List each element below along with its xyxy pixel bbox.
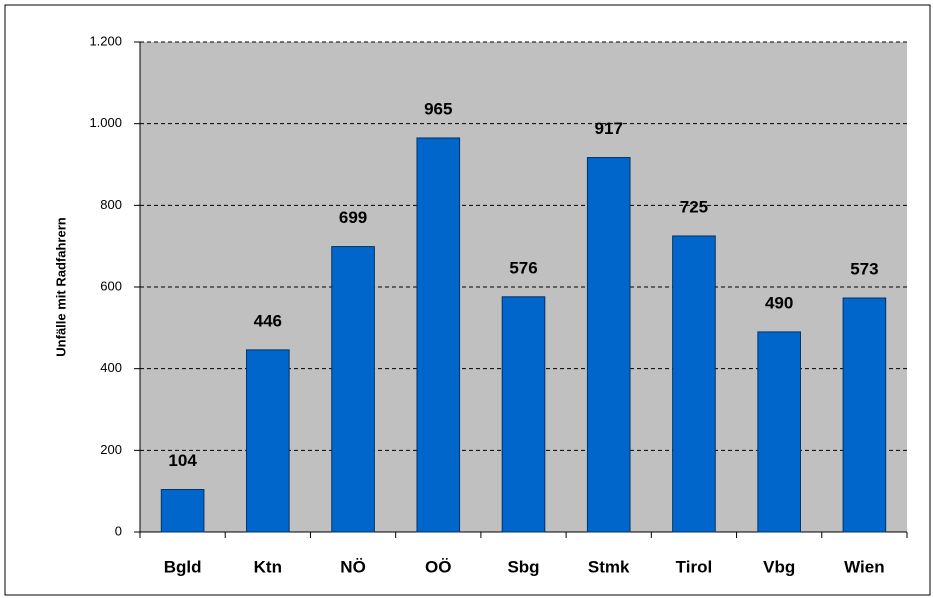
- x-tick-label: NÖ: [340, 557, 366, 576]
- x-tick-label: Ktn: [254, 557, 282, 576]
- y-tick-label: 800: [100, 197, 122, 212]
- x-tick-label: Stmk: [588, 557, 630, 576]
- data-label: 917: [595, 119, 623, 138]
- x-tick-label: Tirol: [676, 557, 713, 576]
- data-label: 490: [765, 293, 793, 312]
- x-tick-label: Sbg: [507, 557, 539, 576]
- data-label: 965: [424, 99, 452, 118]
- y-tick-label: 400: [100, 360, 122, 375]
- bar: [246, 349, 290, 533]
- y-tick-label: 1.000: [89, 115, 122, 130]
- bar: [416, 137, 461, 533]
- y-tick-label: 1.200: [89, 33, 122, 48]
- bar: [586, 157, 631, 533]
- bar: [842, 297, 887, 533]
- y-tick-label: 0: [115, 523, 122, 538]
- y-tick-label: 200: [100, 442, 122, 457]
- bar: [160, 489, 205, 533]
- bar: [501, 296, 546, 533]
- x-tick-label: Bgld: [164, 557, 202, 576]
- bar: [757, 331, 801, 533]
- data-label: 725: [680, 197, 708, 216]
- data-label: 699: [339, 208, 367, 227]
- data-label: 446: [254, 311, 282, 330]
- data-label: 576: [509, 258, 537, 277]
- bar: [331, 246, 375, 533]
- y-axis-title: Unfälle mit Radfahrern: [53, 217, 68, 356]
- x-tick-label: OÖ: [425, 557, 451, 576]
- x-tick-label: Vbg: [763, 557, 795, 576]
- data-label: 104: [168, 451, 197, 470]
- bar: [672, 235, 716, 533]
- data-label: 573: [850, 260, 878, 279]
- y-tick-label: 600: [100, 278, 122, 293]
- x-tick-label: Wien: [844, 557, 884, 576]
